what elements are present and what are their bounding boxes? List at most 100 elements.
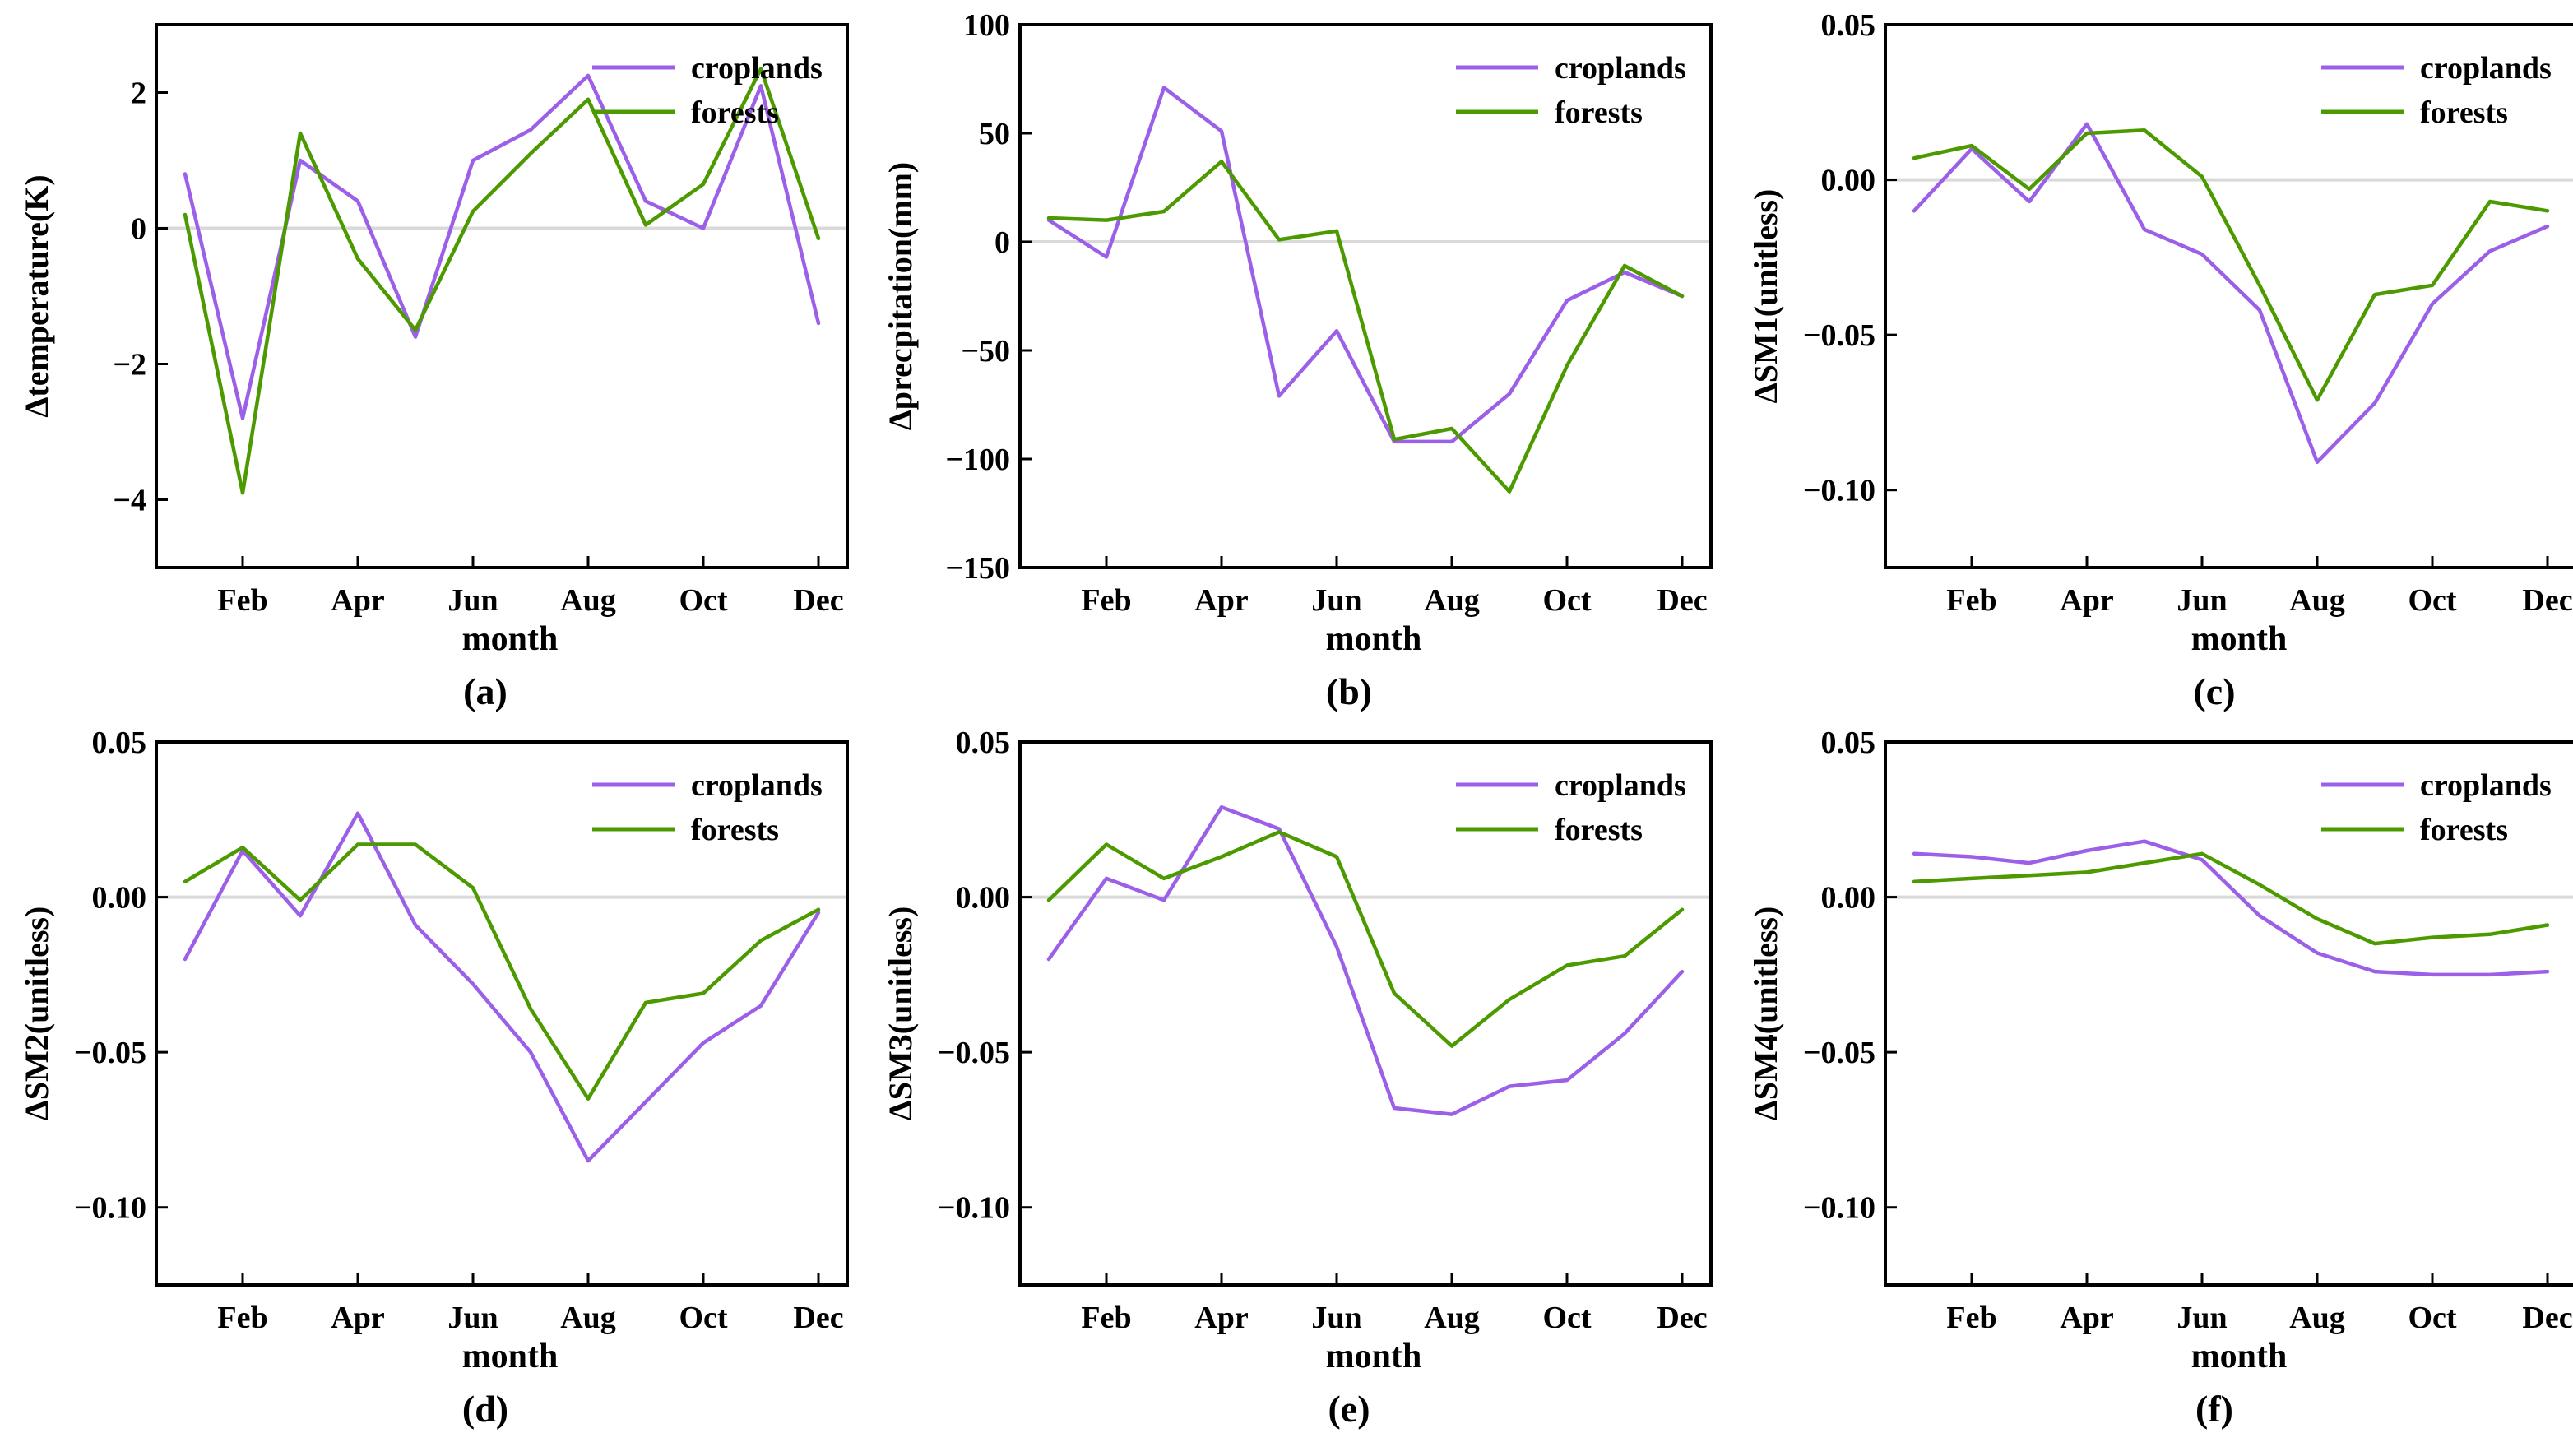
plot-frame: [155, 740, 849, 1287]
plot-frame: [1884, 740, 2573, 1287]
x-axis-label: month: [462, 1338, 559, 1375]
x-tick-label: Feb: [217, 583, 267, 618]
legend-label-croplands: croplands: [2420, 51, 2552, 86]
y-tick-label: −100: [945, 443, 1010, 477]
y-tick-label: 0.00: [956, 881, 1011, 916]
x-tick-label: Oct: [1542, 1301, 1591, 1335]
x-tick-label: Dec: [793, 583, 843, 618]
x-tick-label: Apr: [2060, 583, 2114, 618]
y-tick-label: 0.05: [1821, 8, 1876, 43]
x-axis-label: month: [1326, 620, 1422, 658]
x-tick-label: Apr: [331, 1301, 385, 1335]
x-tick-label: Jun: [1311, 583, 1361, 618]
panel-f: −0.10 −0.05 0.00 0.05 Feb Apr Jun Aug Oct Dec crop…: [1747, 726, 2573, 1430]
y-tick-label: 0: [131, 212, 146, 247]
x-tick-label: Oct: [679, 583, 727, 618]
x-tick-label: Apr: [1194, 583, 1249, 618]
x-tick-label: Aug: [2289, 583, 2345, 618]
y-tick-label: 0.05: [92, 726, 147, 760]
x-tick-label: Oct: [679, 1301, 727, 1335]
y-axis-label: ΔSM3(unitless): [882, 907, 919, 1121]
plot-frame: [1018, 740, 1713, 1287]
x-tick-label: Apr: [2060, 1301, 2114, 1335]
y-tick-label: 0.00: [1821, 881, 1876, 916]
panel-c: −0.10 −0.05 0.00 0.05 Feb Apr Jun Aug Oct Dec crop…: [1747, 8, 2573, 712]
x-axis-label: month: [462, 620, 559, 658]
y-tick-label: 50: [979, 117, 1010, 151]
x-tick-label: Oct: [1542, 583, 1591, 618]
y-tick-label: 0.05: [1821, 726, 1876, 760]
panel-e: −0.10 −0.05 0.00 0.05 Feb Apr Jun Aug Oct Dec crop…: [882, 726, 1713, 1430]
y-axis-label: ΔSM2(unitless): [18, 907, 55, 1121]
panel-label: (a): [463, 670, 508, 712]
panel-label: (e): [1328, 1388, 1370, 1430]
x-tick-label: Dec: [2522, 583, 2572, 618]
x-tick-label: Jun: [447, 583, 498, 618]
legend-label-croplands: croplands: [2420, 768, 2552, 803]
x-tick-label: Oct: [2408, 583, 2456, 618]
y-tick-label: −0.05: [1803, 1036, 1875, 1070]
series-croplands: [1912, 122, 2550, 465]
series-forests: [1912, 851, 2550, 946]
panel-label: (f): [2195, 1388, 2233, 1430]
y-tick-label: 2: [131, 77, 146, 111]
y-tick-label: −0.05: [1803, 318, 1875, 353]
x-tick-label: Feb: [1946, 1301, 1996, 1335]
legend-label-forests: forests: [2420, 813, 2508, 847]
x-tick-label: Feb: [1946, 583, 1996, 618]
x-tick-label: Aug: [1424, 583, 1480, 618]
x-tick-label: Feb: [1081, 583, 1131, 618]
panel-label: (b): [1326, 670, 1372, 712]
series-forests: [183, 67, 821, 495]
y-tick-label: −0.10: [1803, 1191, 1875, 1226]
legend-label-forests: forests: [1555, 95, 1643, 130]
plot-frame: [155, 23, 849, 569]
x-tick-label: Jun: [447, 1301, 498, 1335]
y-tick-label: −4: [113, 484, 146, 518]
legend-label-croplands: croplands: [691, 768, 823, 803]
series-croplands: [1046, 86, 1685, 444]
x-tick-label: Dec: [1657, 583, 1707, 618]
series-croplands: [1912, 839, 2550, 977]
series-croplands: [183, 811, 821, 1163]
y-axis-label: Δtemperature(K): [18, 174, 55, 417]
x-tick-label: Apr: [331, 583, 385, 618]
plot-frame: [1884, 23, 2573, 569]
y-tick-label: −50: [961, 334, 1010, 369]
x-tick-label: Feb: [217, 1301, 267, 1335]
panel-a: −4 −2 0 2 Feb Apr Jun Aug Oct Dec croplands forests…: [18, 23, 849, 712]
legend-label-forests: forests: [1555, 813, 1643, 847]
panel-label: (c): [2193, 670, 2235, 712]
plot-frame: [1018, 23, 1713, 569]
x-tick-label: Apr: [1194, 1301, 1249, 1335]
series-croplands: [1046, 805, 1685, 1116]
y-tick-label: 0.00: [1821, 164, 1876, 198]
legend-label-croplands: croplands: [1555, 51, 1686, 86]
legend-label-forests: forests: [691, 95, 779, 130]
x-tick-label: Dec: [1657, 1301, 1707, 1335]
x-tick-label: Aug: [560, 583, 616, 618]
x-axis-label: month: [2191, 1338, 2288, 1375]
x-tick-label: Jun: [2177, 1301, 2227, 1335]
series-forests: [1912, 128, 2550, 402]
x-tick-label: Dec: [793, 1301, 843, 1335]
y-tick-label: 100: [963, 8, 1010, 43]
x-tick-label: Dec: [2522, 1301, 2572, 1335]
panel-label: (d): [462, 1388, 508, 1430]
y-axis-label: Δprecpitation(mm): [882, 162, 919, 431]
y-tick-label: −2: [113, 348, 146, 383]
series-forests: [183, 842, 821, 1101]
y-tick-label: −0.10: [1803, 474, 1875, 508]
panel-b: −150 −100 −50 0 50 100 Feb Apr Jun Aug Oct Dec cropl…: [882, 8, 1713, 712]
x-axis-label: month: [1326, 1338, 1422, 1375]
legend-label-croplands: croplands: [1555, 768, 1686, 803]
x-tick-label: Jun: [2177, 583, 2227, 618]
y-tick-label: −0.10: [74, 1191, 146, 1226]
y-tick-label: 0.05: [956, 726, 1011, 760]
x-axis-label: month: [2191, 620, 2288, 658]
series-forests: [1046, 830, 1685, 1048]
series-forests: [1046, 160, 1685, 494]
y-tick-label: −0.10: [938, 1191, 1010, 1226]
legend-label-forests: forests: [2420, 95, 2508, 130]
